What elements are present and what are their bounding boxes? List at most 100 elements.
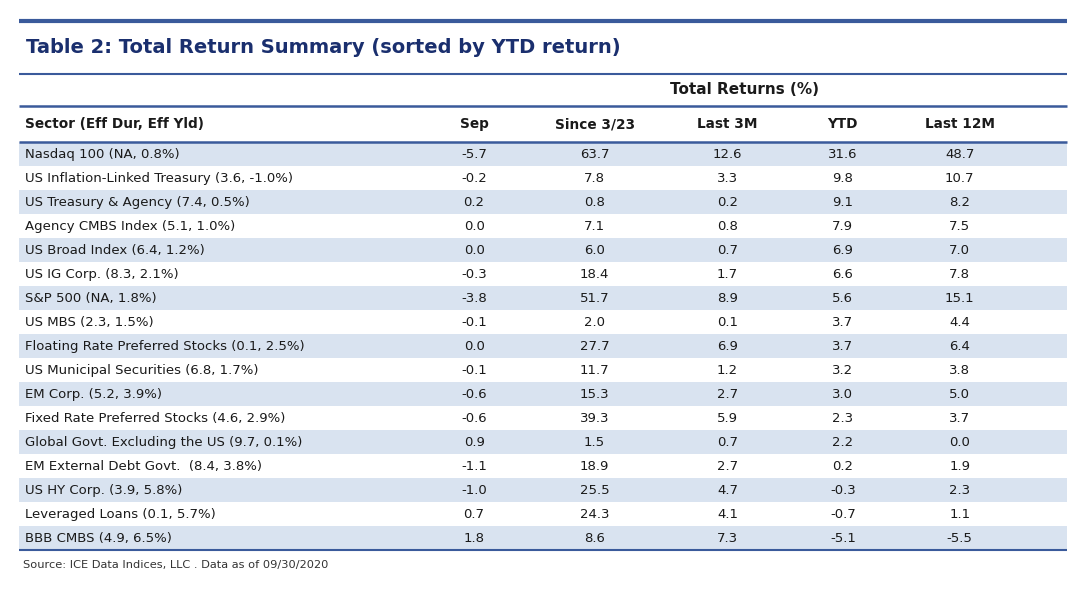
Text: 6.0: 6.0 — [584, 244, 605, 257]
Text: 3.2: 3.2 — [833, 364, 853, 377]
Bar — [19, 214, 1067, 238]
Text: Agency CMBS Index (5.1, 1.0%): Agency CMBS Index (5.1, 1.0%) — [25, 220, 235, 233]
Text: 3.7: 3.7 — [949, 411, 970, 425]
Text: 0.0: 0.0 — [949, 436, 970, 448]
Text: 31.6: 31.6 — [828, 148, 858, 161]
Text: 15.3: 15.3 — [580, 388, 609, 401]
Text: 3.8: 3.8 — [949, 364, 970, 377]
Text: 1.7: 1.7 — [717, 268, 739, 281]
Bar — [19, 286, 1067, 310]
Text: -0.6: -0.6 — [461, 388, 487, 401]
Text: Table 2: Total Return Summary (sorted by YTD return): Table 2: Total Return Summary (sorted by… — [26, 38, 621, 57]
Text: 7.5: 7.5 — [949, 220, 970, 233]
Text: 3.7: 3.7 — [833, 316, 853, 329]
Bar — [19, 454, 1067, 478]
Bar — [19, 190, 1067, 214]
Text: Last 3M: Last 3M — [698, 117, 758, 132]
Text: 4.4: 4.4 — [949, 316, 970, 329]
Bar — [19, 502, 1067, 526]
Text: 0.2: 0.2 — [833, 460, 853, 472]
Bar — [19, 478, 1067, 502]
Text: 0.8: 0.8 — [584, 196, 605, 209]
Text: 0.7: 0.7 — [717, 244, 738, 257]
Text: US HY Corp. (3.9, 5.8%): US HY Corp. (3.9, 5.8%) — [25, 484, 183, 497]
Text: US MBS (2.3, 1.5%): US MBS (2.3, 1.5%) — [25, 316, 153, 329]
Text: 18.4: 18.4 — [580, 268, 609, 281]
Text: US Municipal Securities (6.8, 1.7%): US Municipal Securities (6.8, 1.7%) — [25, 364, 258, 377]
Bar — [19, 238, 1067, 263]
Text: 39.3: 39.3 — [580, 411, 609, 425]
Text: -0.3: -0.3 — [829, 484, 855, 497]
Text: 2.3: 2.3 — [949, 484, 970, 497]
Text: 51.7: 51.7 — [580, 292, 609, 305]
Text: 48.7: 48.7 — [945, 148, 974, 161]
Text: 18.9: 18.9 — [580, 460, 609, 472]
Text: 12.6: 12.6 — [713, 148, 742, 161]
Text: US Inflation-Linked Treasury (3.6, -1.0%): US Inflation-Linked Treasury (3.6, -1.0%… — [25, 172, 293, 185]
Text: 8.6: 8.6 — [584, 532, 605, 545]
Text: 7.8: 7.8 — [584, 172, 605, 185]
Text: 24.3: 24.3 — [580, 508, 609, 521]
Text: 9.8: 9.8 — [833, 172, 853, 185]
Text: 7.9: 7.9 — [833, 220, 853, 233]
Text: 2.7: 2.7 — [717, 388, 739, 401]
Bar — [19, 406, 1067, 430]
Text: US IG Corp. (8.3, 2.1%): US IG Corp. (8.3, 2.1%) — [25, 268, 178, 281]
Text: 2.7: 2.7 — [717, 460, 739, 472]
Text: 0.2: 0.2 — [463, 196, 485, 209]
Text: -1.0: -1.0 — [461, 484, 487, 497]
Text: 5.6: 5.6 — [833, 292, 853, 305]
Text: 7.1: 7.1 — [584, 220, 605, 233]
Text: US Treasury & Agency (7.4, 0.5%): US Treasury & Agency (7.4, 0.5%) — [25, 196, 249, 209]
Bar — [19, 430, 1067, 454]
Text: 10.7: 10.7 — [945, 172, 974, 185]
Text: EM External Debt Govt.  (8.4, 3.8%): EM External Debt Govt. (8.4, 3.8%) — [25, 460, 261, 472]
Text: 3.0: 3.0 — [833, 388, 853, 401]
Text: YTD: YTD — [827, 117, 859, 132]
Text: 4.1: 4.1 — [717, 508, 738, 521]
Text: 63.7: 63.7 — [580, 148, 609, 161]
Text: 5.9: 5.9 — [717, 411, 738, 425]
Text: 27.7: 27.7 — [580, 340, 609, 353]
Text: 3.7: 3.7 — [833, 340, 853, 353]
Text: Leveraged Loans (0.1, 5.7%): Leveraged Loans (0.1, 5.7%) — [25, 508, 216, 521]
Text: -0.7: -0.7 — [829, 508, 855, 521]
Text: 0.0: 0.0 — [463, 244, 485, 257]
Text: EM Corp. (5.2, 3.9%): EM Corp. (5.2, 3.9%) — [25, 388, 162, 401]
Text: 2.2: 2.2 — [833, 436, 853, 448]
Bar — [19, 142, 1067, 166]
Text: 4.7: 4.7 — [717, 484, 738, 497]
Text: 7.0: 7.0 — [949, 244, 970, 257]
Text: -0.1: -0.1 — [461, 364, 487, 377]
Bar — [19, 358, 1067, 382]
Text: 1.9: 1.9 — [949, 460, 970, 472]
Text: 1.5: 1.5 — [584, 436, 605, 448]
Text: Global Govt. Excluding the US (9.7, 0.1%): Global Govt. Excluding the US (9.7, 0.1%… — [25, 436, 302, 448]
Text: -5.5: -5.5 — [947, 532, 973, 545]
Bar — [19, 382, 1067, 406]
Text: -5.7: -5.7 — [461, 148, 487, 161]
Text: 3.3: 3.3 — [717, 172, 739, 185]
Text: 0.0: 0.0 — [463, 220, 485, 233]
Text: Sep: Sep — [460, 117, 488, 132]
Text: US Broad Index (6.4, 1.2%): US Broad Index (6.4, 1.2%) — [25, 244, 204, 257]
Text: 8.9: 8.9 — [717, 292, 738, 305]
Text: 1.8: 1.8 — [463, 532, 485, 545]
Text: 15.1: 15.1 — [945, 292, 974, 305]
Text: S&P 500 (NA, 1.8%): S&P 500 (NA, 1.8%) — [25, 292, 157, 305]
Text: 7.3: 7.3 — [717, 532, 739, 545]
Text: -1.1: -1.1 — [461, 460, 487, 472]
Text: -0.1: -0.1 — [461, 316, 487, 329]
Text: 1.1: 1.1 — [949, 508, 970, 521]
Text: Total Returns (%): Total Returns (%) — [671, 83, 820, 97]
Text: -0.6: -0.6 — [461, 411, 487, 425]
Text: 9.1: 9.1 — [833, 196, 853, 209]
Text: 0.7: 0.7 — [463, 508, 485, 521]
Text: -0.3: -0.3 — [461, 268, 487, 281]
Text: 25.5: 25.5 — [580, 484, 609, 497]
Text: 0.2: 0.2 — [717, 196, 738, 209]
Text: Source: ICE Data Indices, LLC . Data as of 09/30/2020: Source: ICE Data Indices, LLC . Data as … — [23, 560, 328, 569]
Text: Last 12M: Last 12M — [924, 117, 995, 132]
Text: 0.9: 0.9 — [463, 436, 485, 448]
Bar — [19, 526, 1067, 550]
